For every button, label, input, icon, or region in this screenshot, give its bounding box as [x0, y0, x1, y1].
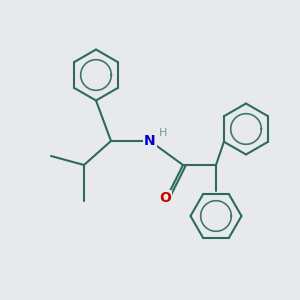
Text: O: O [159, 191, 171, 205]
Text: N: N [144, 134, 156, 148]
Text: H: H [159, 128, 168, 139]
